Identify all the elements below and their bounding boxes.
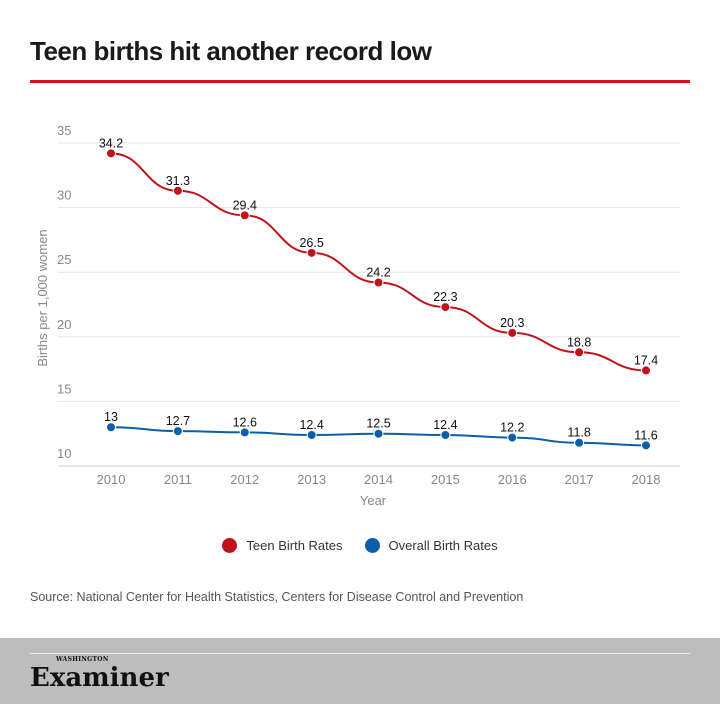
data-point [440, 429, 451, 440]
legend-item[interactable]: Teen Birth Rates [222, 538, 343, 553]
data-label: 12.5 [366, 417, 390, 431]
footer: WASHINGTON Examiner [0, 638, 720, 704]
data-label: 34.2 [99, 136, 123, 150]
x-tick-label: 2015 [431, 472, 460, 487]
y-tick-label: 35 [57, 123, 71, 138]
data-point [172, 185, 183, 196]
data-point [106, 148, 116, 159]
title-rule [30, 80, 690, 83]
legend-item[interactable]: Overall Birth Rates [364, 538, 498, 553]
data-point [172, 426, 183, 437]
data-point [239, 210, 250, 221]
data-label: 11.6 [634, 428, 657, 442]
y-tick-label: 25 [57, 252, 71, 267]
y-tick-label: 30 [57, 188, 71, 203]
data-label: 22.3 [433, 290, 457, 304]
data-label: 12.2 [500, 421, 524, 435]
data-label: 26.5 [299, 236, 323, 250]
x-tick-label: 2018 [632, 472, 661, 487]
y-tick-label: 15 [57, 381, 71, 396]
data-label: 17.4 [634, 353, 658, 367]
x-tick-label: 2014 [364, 472, 393, 487]
data-point [507, 327, 518, 338]
chart-title: Teen births hit another record low [30, 36, 432, 66]
y-axis-label: Births per 1,000 women [35, 229, 50, 366]
data-point [373, 277, 384, 288]
legend-label: Teen Birth Rates [246, 538, 343, 553]
data-point [306, 429, 317, 440]
legend-swatch [364, 538, 380, 553]
examiner-logo[interactable]: WASHINGTON Examiner [30, 656, 169, 693]
x-axis-label: Year [360, 493, 387, 508]
data-label: 20.3 [500, 316, 524, 330]
x-tick-label: 2017 [565, 472, 594, 487]
data-label: 12.7 [166, 414, 190, 428]
data-label: 31.3 [166, 174, 190, 188]
x-tick-label: 2010 [97, 472, 126, 487]
data-label: 24.2 [366, 266, 390, 280]
logo-big-text: Examiner [30, 663, 169, 693]
data-label: 18.8 [567, 335, 591, 349]
data-point [106, 422, 116, 433]
data-label: 13 [104, 410, 118, 424]
data-label: 12.4 [299, 418, 323, 432]
logo-small-text: WASHINGTON [56, 656, 109, 663]
data-point [440, 302, 451, 313]
data-label: 12.6 [233, 415, 257, 429]
data-label: 29.4 [233, 198, 257, 212]
line-chart: 10 15 20 25 30 35 2010 2011 2012 2013 2014 2015 2016… [35, 123, 680, 508]
legend: Teen Birth Rates Overall Birth Rates [0, 538, 720, 553]
x-tick-label: 2013 [297, 472, 326, 487]
x-tick-label: 2011 [164, 472, 192, 487]
source-note: Source: National Center for Health Stati… [30, 590, 524, 604]
legend-label: Overall Birth Rates [388, 538, 498, 553]
x-tick-label: 2012 [230, 472, 259, 487]
data-point [306, 247, 317, 258]
data-point [373, 428, 384, 439]
y-tick-label: 20 [57, 317, 71, 332]
data-point [641, 365, 651, 376]
data-point [507, 432, 518, 443]
series-line-0 [110, 152, 647, 372]
data-label: 11.8 [567, 426, 590, 440]
legend-swatch [222, 538, 238, 553]
footer-divider [30, 653, 690, 654]
data-point [574, 347, 585, 358]
data-point [574, 437, 585, 448]
data-point [239, 427, 250, 438]
data-point [641, 440, 651, 451]
y-tick-label: 10 [57, 446, 71, 461]
x-tick-label: 2016 [498, 472, 527, 487]
data-label: 12.4 [433, 418, 457, 432]
